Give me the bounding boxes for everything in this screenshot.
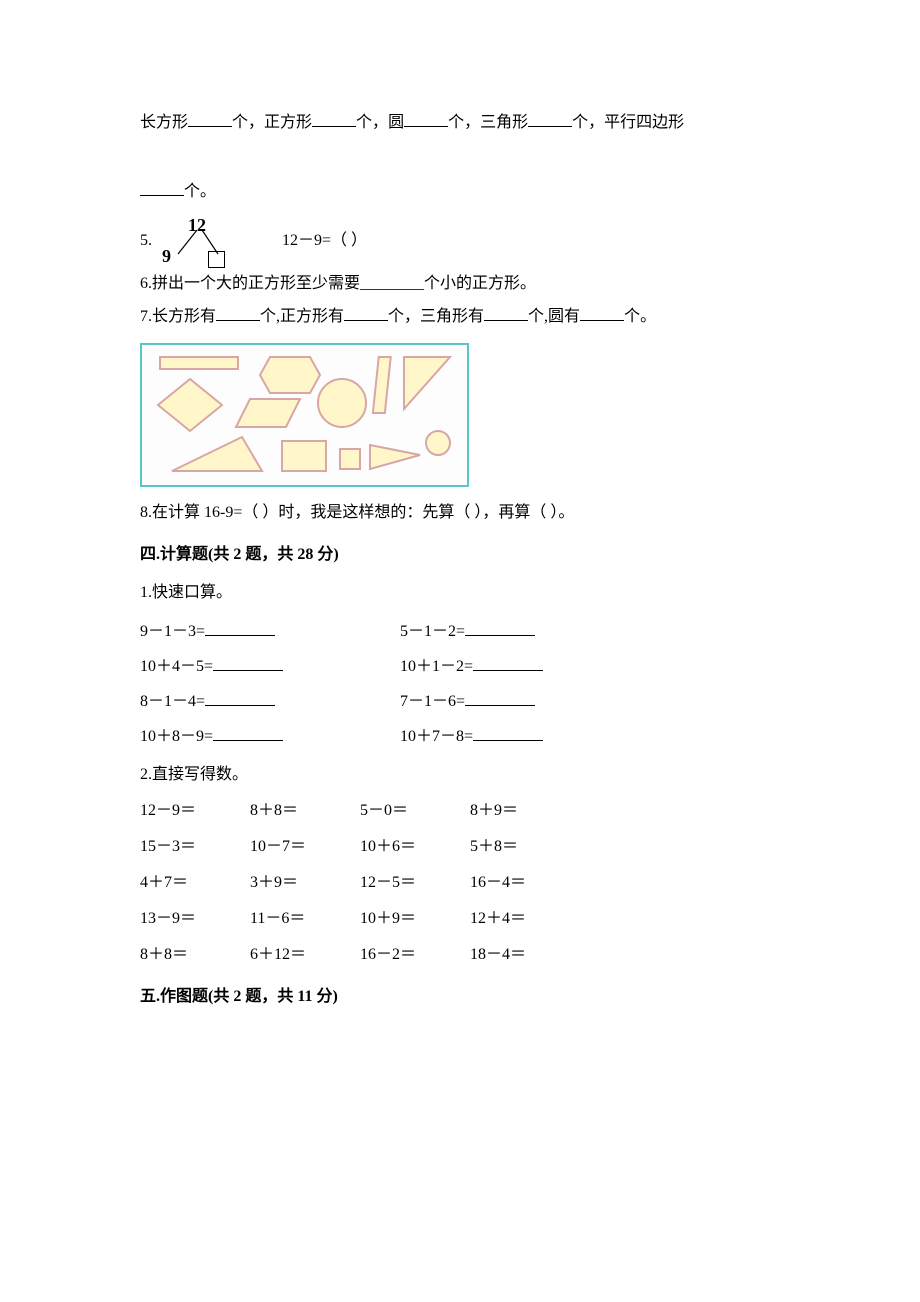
blank — [205, 619, 275, 636]
blank — [404, 110, 448, 127]
q7-lead: 7.长方形有 — [140, 308, 216, 325]
cell: 7－1－6= — [400, 689, 535, 714]
shapes-svg — [142, 345, 463, 481]
blank — [580, 304, 624, 321]
worksheet-page: 长方形个，正方形个，圆个，三角形个，平行四边形 个。 5. 12 9 12－9=… — [0, 0, 920, 1083]
q5-row: 5. 12 9 12－9=（ ） — [140, 212, 780, 270]
section5-title: 五.作图题(共 2 题，共 11 分) — [140, 985, 780, 1009]
cell: 9－1－3= — [140, 619, 400, 644]
blank — [205, 689, 275, 706]
blank — [465, 689, 535, 706]
q7-mid1: 个,正方形有 — [260, 308, 344, 325]
q4-unit2: 个， — [356, 114, 388, 131]
expr: 10＋8－9= — [140, 728, 213, 745]
section4-title: 四.计算题(共 2 题，共 28 分) — [140, 543, 780, 567]
q5-expression: 12－9=（ ） — [282, 229, 367, 253]
s4q1-row: 10＋8－9= 10＋7－8= — [140, 724, 780, 749]
q4-unit3: 个， — [448, 114, 480, 131]
cell: 5＋8＝ — [470, 835, 580, 859]
cell: 10＋6＝ — [360, 835, 470, 859]
cell: 12＋4＝ — [470, 907, 580, 931]
cell: 10＋7－8= — [400, 724, 543, 749]
cell: 15－3＝ — [140, 835, 250, 859]
q7-line: 7.长方形有 个,正方形有 个，三角形有 个,圆有 个。 — [140, 304, 780, 329]
expr: 7－1－6= — [400, 693, 465, 710]
q7-mid2: 个，三角形有 — [388, 308, 484, 325]
cell: 8＋8＝ — [250, 799, 360, 823]
cell: 6＋12＝ — [250, 943, 360, 967]
s4-q1-title: 1.快速口算。 — [140, 581, 780, 605]
s4q1-row: 8－1－4= 7－1－6= — [140, 689, 780, 714]
cell: 3＋9＝ — [250, 871, 360, 895]
blank — [484, 304, 528, 321]
s4q2-row: 8＋8＝ 6＋12＝ 16－2＝ 18－4＝ — [140, 943, 780, 967]
expr: 8－1－4= — [140, 693, 205, 710]
s4-q1-grid: 9－1－3= 5－1－2= 10＋4－5= 10＋1－2= 8－1－4= 7－1… — [140, 619, 780, 749]
q7-tail: 个。 — [624, 308, 656, 325]
s4q2-row: 15－3＝ 10－7＝ 10＋6＝ 5＋8＝ — [140, 835, 780, 859]
blank — [213, 654, 283, 671]
q8-line: 8.在计算 16-9=（ ）时，我是这样想的：先算（ ），再算（ ）。 — [140, 501, 780, 525]
cell: 12－5＝ — [360, 871, 470, 895]
blank — [188, 110, 232, 127]
s4q1-row: 10＋4－5= 10＋1－2= — [140, 654, 780, 679]
q4-unit4: 个， — [572, 114, 604, 131]
s4-q2-grid: 12－9＝ 8＋8＝ 5－0＝ 8＋9＝ 15－3＝ 10－7＝ 10＋6＝ 5… — [140, 799, 780, 967]
q5-prefix: 5. — [140, 229, 152, 253]
q4-unit1: 个， — [232, 114, 264, 131]
q4-square-label: 正方形 — [264, 114, 312, 131]
expr: 10＋1－2= — [400, 658, 473, 675]
q4-circle-label: 圆 — [388, 114, 404, 131]
blank — [473, 724, 543, 741]
blank — [312, 110, 356, 127]
cell: 18－4＝ — [470, 943, 580, 967]
cell: 8＋8＝ — [140, 943, 250, 967]
expr: 9－1－3= — [140, 623, 205, 640]
blank — [216, 304, 260, 321]
cell: 8＋9＝ — [470, 799, 580, 823]
s4q1-row: 9－1－3= 5－1－2= — [140, 619, 780, 644]
q4-line1: 长方形个，正方形个，圆个，三角形个，平行四边形 — [140, 110, 780, 135]
shapes-figure — [140, 343, 469, 487]
expr: 5－1－2= — [400, 623, 465, 640]
q6-line: 6.拼出一个大的正方形至少需要________个小的正方形。 — [140, 272, 780, 296]
blank — [213, 724, 283, 741]
nb-left-number: 9 — [162, 243, 171, 270]
cell: 10＋4－5= — [140, 654, 400, 679]
q4-tail: 个。 — [184, 183, 216, 200]
cell: 8－1－4= — [140, 689, 400, 714]
blank — [465, 619, 535, 636]
cell: 12－9＝ — [140, 799, 250, 823]
cell: 5－1－2= — [400, 619, 535, 644]
blank — [528, 110, 572, 127]
cell: 4＋7＝ — [140, 871, 250, 895]
blank — [140, 179, 184, 196]
cell: 11－6＝ — [250, 907, 360, 931]
number-bond-diagram: 12 9 — [152, 212, 242, 270]
cell: 10＋9＝ — [360, 907, 470, 931]
cell: 16－2＝ — [360, 943, 470, 967]
q4-para-label: 平行四边形 — [604, 114, 684, 131]
q7-mid3: 个,圆有 — [528, 308, 580, 325]
s4q2-row: 12－9＝ 8＋8＝ 5－0＝ 8＋9＝ — [140, 799, 780, 823]
cell: 5－0＝ — [360, 799, 470, 823]
blank — [344, 304, 388, 321]
cell: 10－7＝ — [250, 835, 360, 859]
s4q2-row: 4＋7＝ 3＋9＝ 12－5＝ 16－4＝ — [140, 871, 780, 895]
s4-q2-title: 2.直接写得数。 — [140, 763, 780, 787]
nb-right-box — [208, 251, 225, 268]
expr: 10＋4－5= — [140, 658, 213, 675]
cell: 10＋1－2= — [400, 654, 543, 679]
q4-tri-label: 三角形 — [480, 114, 528, 131]
q4-line2: 个。 — [140, 179, 780, 204]
q4-rect-label: 长方形 — [140, 114, 188, 131]
cell: 16－4＝ — [470, 871, 580, 895]
cell: 13－9＝ — [140, 907, 250, 931]
s4q2-row: 13－9＝ 11－6＝ 10＋9＝ 12＋4＝ — [140, 907, 780, 931]
expr: 10＋7－8= — [400, 728, 473, 745]
cell: 10＋8－9= — [140, 724, 400, 749]
blank — [473, 654, 543, 671]
